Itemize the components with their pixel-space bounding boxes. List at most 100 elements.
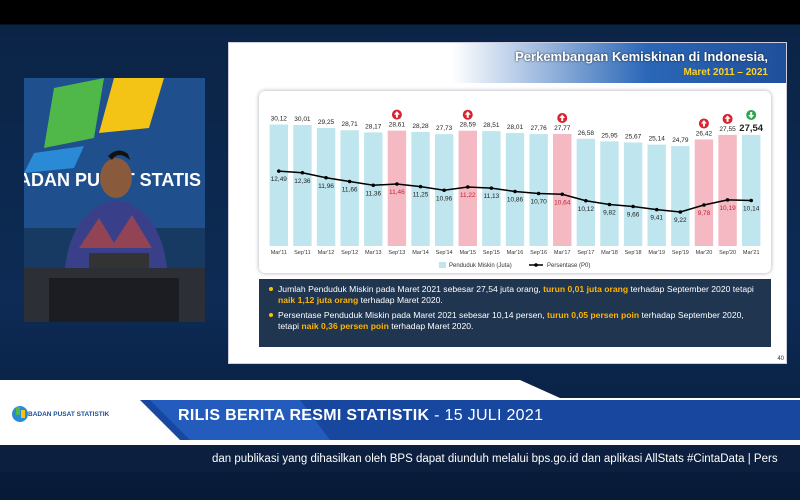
- line-point: [277, 169, 281, 173]
- slide-title: Perkembangan Kemiskinan di Indonesia,: [515, 49, 768, 64]
- banner-shine: [150, 400, 330, 440]
- logo-yellow: [99, 78, 164, 133]
- bar: [529, 134, 548, 246]
- legend-label: Penduduk Miskin (Juta): [449, 263, 512, 269]
- x-tick-label: Mar'18: [601, 250, 618, 256]
- slide-subtitle: Maret 2011 – 2021: [683, 67, 768, 78]
- line-label: 10,96: [436, 195, 453, 202]
- bar: [387, 130, 407, 246]
- bar-label: 28,59: [460, 122, 477, 129]
- slide: Perkembangan Kemiskinan di Indonesia, Ma…: [228, 42, 787, 364]
- line-label: 11,13: [483, 193, 499, 200]
- line-point: [465, 185, 470, 189]
- trend-arrow: [748, 111, 755, 119]
- bar-label: 26,42: [696, 130, 713, 137]
- line-point: [607, 202, 612, 207]
- line-point: [631, 204, 635, 209]
- x-tick-label: Sep'12: [341, 250, 358, 256]
- line-point: [371, 183, 376, 188]
- bar-label: 28,01: [507, 124, 524, 131]
- line-point: [702, 203, 706, 207]
- x-tick-label: Mar'15: [459, 250, 476, 256]
- line-point: [489, 186, 494, 190]
- x-tick-label: Sep'16: [530, 250, 547, 256]
- x-tick-label: Mar'11: [271, 250, 287, 256]
- x-tick-label: Mar'14: [412, 250, 429, 256]
- bar: [600, 141, 619, 246]
- line-label: 9,78: [698, 210, 711, 217]
- bar-label: 27,76: [530, 125, 547, 132]
- bar-label: 28,71: [342, 121, 359, 128]
- hair: [108, 150, 130, 160]
- bar: [411, 131, 430, 246]
- line-label: 10,86: [507, 197, 524, 204]
- note-text: Jumlah Penduduk Miskin pada Maret 2021 s…: [278, 284, 544, 294]
- line-point: [584, 198, 588, 203]
- trend-arrow: [464, 111, 471, 118]
- note-text: terhadap September 2020, tetapi: [278, 310, 744, 331]
- trend-arrow: [700, 119, 707, 127]
- line-label: 11,96: [318, 183, 334, 190]
- x-tick-label: Sep'14: [436, 250, 453, 256]
- line-point: [418, 184, 423, 189]
- line-label: 11,25: [413, 192, 429, 199]
- x-tick-label: Sep'13: [388, 250, 405, 256]
- x-tick-label: Mar'13: [365, 250, 382, 256]
- bar-label: 25,95: [601, 132, 618, 139]
- slide-header: Perkembangan Kemiskinan di Indonesia, Ma…: [229, 43, 786, 83]
- title: RILIS BERITA RESMI STATISTIK: [178, 407, 430, 424]
- bar-label: 25,14: [649, 136, 666, 143]
- bar: [364, 132, 383, 246]
- bar-label: 27,54: [739, 123, 763, 134]
- bar-label: 29,25: [318, 119, 335, 126]
- line-point: [536, 191, 541, 196]
- note-text: Persentase Penduduk Miskin pada Maret 20…: [278, 310, 547, 320]
- note-highlight: naik 0,36 persen poin: [301, 321, 389, 331]
- note-text: terhadap Maret 2020.: [388, 321, 474, 331]
- legend-swatch: [439, 262, 446, 268]
- logo-icon-yellow: [21, 410, 25, 418]
- legend-point: [534, 263, 538, 267]
- page-number: 40: [777, 356, 784, 362]
- logo-green: [44, 78, 104, 148]
- banner: [0, 380, 800, 445]
- line-label: 11,22: [460, 192, 476, 199]
- bar-label: 30,12: [271, 116, 288, 123]
- line-point: [300, 170, 305, 175]
- chart-panel: 30,12 30,01 29,25 28,71 28,17 28,61 28,28 27,73…: [259, 91, 771, 273]
- line-label: 11,36: [365, 190, 381, 197]
- x-tick-label: Sep'20: [719, 250, 736, 256]
- logo-text: BADAN PUSAT STATISTIK: [28, 411, 110, 418]
- bar: [269, 124, 289, 246]
- bar: [316, 128, 336, 246]
- line-point: [678, 210, 683, 214]
- x-tick-label: Mar'21: [743, 250, 760, 256]
- monitor: [49, 278, 179, 322]
- bar: [553, 134, 572, 246]
- line-label: 10,64: [554, 199, 571, 206]
- x-tick-label: Mar'16: [507, 250, 524, 256]
- line-label: 10,14: [743, 206, 760, 213]
- x-tick-label: Sep'11: [294, 250, 311, 256]
- bar-label: 28,51: [483, 122, 500, 129]
- x-tick-label: Sep'19: [672, 250, 689, 256]
- bar: [293, 124, 312, 246]
- bar: [647, 144, 666, 246]
- head: [100, 158, 132, 198]
- logo-blue: [24, 146, 84, 173]
- bar-label: 25,67: [625, 133, 642, 140]
- line-point: [654, 207, 659, 212]
- line-point: [324, 175, 328, 180]
- ticker-text: dan publikasi yang dihasilkan oleh BPS d…: [212, 453, 778, 465]
- bar-label: 27,77: [554, 125, 571, 132]
- line-label: 9,22: [674, 217, 687, 224]
- bar: [671, 146, 690, 246]
- note-highlight: turun 0,05 persen poin: [546, 310, 640, 320]
- line-label: 11,66: [342, 187, 358, 194]
- x-tick-label: Sep'17: [577, 250, 594, 256]
- x-tick-label: Sep'18: [625, 250, 642, 256]
- line-point: [395, 182, 399, 186]
- bar-label: 26,58: [578, 130, 595, 137]
- x-tick-label: Sep'15: [483, 250, 500, 256]
- trend-arrow: [393, 111, 400, 118]
